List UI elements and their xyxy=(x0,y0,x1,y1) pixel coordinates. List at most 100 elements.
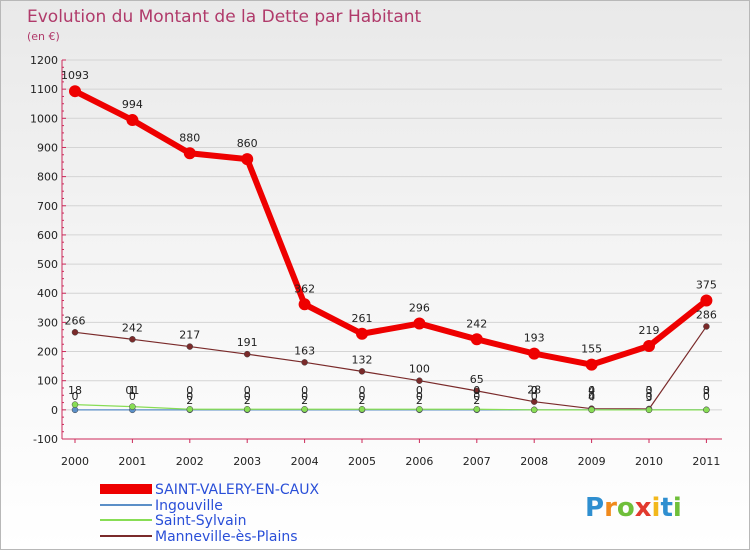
data-point xyxy=(530,406,538,414)
data-point xyxy=(358,406,366,413)
data-label: 155 xyxy=(581,343,602,356)
data-label: 0 xyxy=(244,384,251,397)
data-point xyxy=(241,153,254,166)
data-label: 2 xyxy=(359,394,366,407)
data-label: 0 xyxy=(703,384,710,397)
data-label: 0 xyxy=(186,390,193,403)
data-point xyxy=(470,333,483,346)
data-label: 3 xyxy=(646,391,653,404)
y-tick-label: 1200 xyxy=(30,54,58,67)
y-tick-label: -100 xyxy=(33,433,58,446)
data-label: 0 xyxy=(72,390,79,403)
data-point xyxy=(703,406,710,414)
data-label: 0 xyxy=(531,384,538,397)
data-label: 132 xyxy=(352,353,373,366)
data-label: 1 xyxy=(129,384,136,397)
data-label: 217 xyxy=(179,329,200,342)
data-label: 0 xyxy=(301,390,308,403)
y-tick-label: 600 xyxy=(37,229,58,242)
y-tick-label: 200 xyxy=(37,346,58,359)
data-point xyxy=(301,406,308,413)
data-point xyxy=(356,327,368,340)
data-label: 0 xyxy=(359,390,366,403)
data-label: 286 xyxy=(696,308,717,321)
data-label: 4 xyxy=(588,391,595,404)
x-tick-label: 2005 xyxy=(348,455,376,468)
data-label: 362 xyxy=(294,282,315,295)
x-tick-label: 2011 xyxy=(692,455,720,468)
data-label: 18 xyxy=(68,384,82,397)
x-tick-label: 2004 xyxy=(291,455,319,468)
data-label: 2 xyxy=(416,394,423,407)
data-label: 28 xyxy=(527,384,541,397)
chart-subtitle: (en €) xyxy=(27,30,60,43)
legend-label: Manneville-ès-Plains xyxy=(155,529,298,545)
y-tick-label: 700 xyxy=(37,200,58,213)
data-label: 191 xyxy=(237,336,258,349)
data-label: 0 xyxy=(359,384,366,397)
data-point xyxy=(183,147,196,160)
data-point xyxy=(129,336,136,343)
data-point xyxy=(69,85,81,98)
x-tick-label: 2008 xyxy=(520,455,548,468)
x-tick-label: 2003 xyxy=(233,455,261,468)
x-tick-label: 2006 xyxy=(405,455,433,468)
y-tick-labels: -100 0 100 200 300 400 500 600 700 800 900 1000 1100… xyxy=(30,54,58,446)
data-label: 65 xyxy=(470,373,484,386)
series-lines xyxy=(69,85,713,414)
x-tick-label: 2000 xyxy=(61,455,89,468)
data-label: 0 xyxy=(646,384,653,397)
data-label: 0 xyxy=(646,390,653,403)
y-tick-label: 100 xyxy=(37,375,58,388)
y-tick-label: 400 xyxy=(37,287,58,300)
axes xyxy=(61,59,722,443)
data-point xyxy=(473,406,481,413)
x-tick-label: 2007 xyxy=(463,455,491,468)
data-point xyxy=(703,323,710,330)
data-point xyxy=(71,401,79,408)
data-label: 0 xyxy=(473,390,480,403)
data-point xyxy=(126,114,139,127)
series-line xyxy=(73,88,709,368)
data-label: 100 xyxy=(409,363,430,376)
data-label: 4 xyxy=(588,384,595,397)
y-tick-label: 900 xyxy=(37,141,58,154)
data-label: 0 xyxy=(531,390,538,403)
data-point xyxy=(186,406,194,413)
chart-title: Evolution du Montant de la Dette par Hab… xyxy=(27,7,422,27)
data-point xyxy=(416,377,423,384)
data-label: 1093 xyxy=(61,69,89,82)
data-label: 3 xyxy=(703,384,710,397)
data-label: 163 xyxy=(294,344,315,357)
data-point xyxy=(585,358,598,371)
data-point xyxy=(243,350,251,358)
x-tick-label: 2010 xyxy=(635,455,663,468)
data-label: 296 xyxy=(409,302,430,315)
data-point xyxy=(413,317,426,330)
data-label: 2 xyxy=(244,394,251,407)
data-point xyxy=(530,398,538,405)
data-label: 193 xyxy=(524,332,545,345)
series-line xyxy=(74,403,707,411)
legend: SAINT-VALERY-EN-CAUXIngouvilleSaint-Sylv… xyxy=(100,482,319,545)
series-line xyxy=(74,326,707,410)
proxiti-logo: Proxiti xyxy=(585,493,682,523)
data-label: 0 xyxy=(416,390,423,403)
data-label: 242 xyxy=(122,321,143,334)
data-label: 880 xyxy=(179,131,200,144)
x-tick-label: 2009 xyxy=(578,455,606,468)
data-point xyxy=(186,343,194,350)
legend-label: SAINT-VALERY-EN-CAUX xyxy=(155,482,319,498)
data-point xyxy=(473,387,481,395)
data-point xyxy=(645,406,653,414)
data-label: 0 xyxy=(531,384,538,397)
data-label: 0 xyxy=(588,384,595,397)
data-label: 375 xyxy=(696,279,717,292)
legend-label: Saint-Sylvain xyxy=(155,513,246,529)
data-label: 266 xyxy=(65,314,86,327)
data-label: 2 xyxy=(186,394,193,407)
y-tick-label: 0 xyxy=(51,404,58,417)
